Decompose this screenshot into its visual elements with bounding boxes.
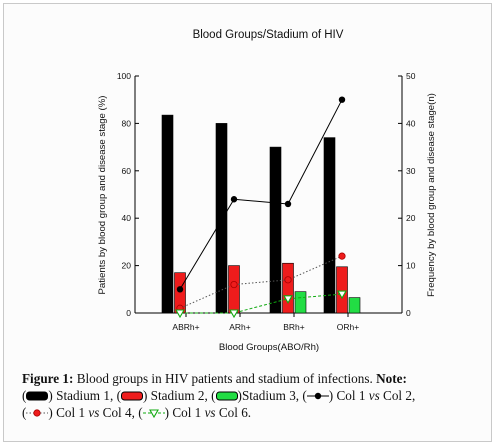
legend-label-stadium-3: Stadium 3, [241,388,300,403]
line-col-1-vs-col-2 [179,99,343,290]
y2-tick-label: 0 [406,308,411,318]
line-col-1-vs-col-6 [180,293,343,314]
x-axis-label: Blood Groups(ABO/Rh) [219,342,319,353]
bar-stadium-2 [336,266,348,314]
legend-swatch-col1-col6 [142,409,165,418]
legend-swatch-stadium-3 [215,391,238,401]
legend-item-stadium-1: () Stadium 1, [22,388,114,403]
point-col-1-vs-col-6 [283,295,293,304]
legend-label-col1-col4-a: Col 1 [56,405,86,420]
point-col-1-vs-col-6 [175,309,185,319]
chart-canvas: Blood Groups/Stadium of HIV Patients by … [97,29,437,353]
caption-label: Figure 1: [22,371,74,386]
point-col-1-vs-col-2 [338,96,346,103]
x-tick-label: BRh+ [283,322,305,332]
y2-tick-label: 30 [406,166,416,176]
bar-stadium-2 [228,265,240,314]
chart-title: Blood Groups/Stadium of HIV [193,29,344,41]
legend-swatch-stadium-1 [26,391,49,401]
x-tick-label: ARh+ [229,322,251,332]
y-tick-label: 0 [126,308,131,318]
bar-stadium-1 [215,123,228,314]
bar-stadium-2 [282,262,294,314]
legend-label-col1-col4-b: Col 4, [102,405,135,420]
legend-swatch-col1-col4 [26,409,49,417]
point-col-1-vs-col-6 [337,290,347,300]
y-tick-label: 20 [122,261,132,271]
bar-stadium-1 [323,137,336,314]
y2-axis-label: Frequency by blood group and disease sta… [426,93,437,297]
bar-stadium-1 [269,146,282,314]
y2-tick-label: 10 [406,261,416,271]
legend-label-stadium-2: Stadium 2, [150,388,208,403]
bar-stadium-1 [161,114,174,314]
legend-label-col1-col6-vs: vs [204,405,216,420]
legend-item-stadium-3: ()Stadium 3, [211,388,300,403]
y-tick-label: 80 [122,118,132,128]
legend-item-col1-col4: () Col 1 vs Col 4, [22,405,135,420]
legend-label-col1-col6-a: Col 1 [172,405,202,420]
point-col-1-vs-col-2 [284,200,292,208]
point-col-1-vs-col-2 [176,286,184,293]
caption-text: Blood groups in HIV patients and stadium… [76,371,373,386]
legend-label-col1-col2-a: Col 1 [336,388,366,403]
x-tick-label: ORh+ [337,322,359,332]
y-tick-label: 100 [117,71,131,81]
figure-caption: Figure 1: Blood groups in HIV patients a… [22,370,487,421]
legend-swatch-col1-col2 [306,392,329,400]
legend-label-col1-col4-vs: vs [88,405,100,420]
y-tick-label: 40 [122,213,132,223]
legend-item-stadium-2: () Stadium 2, [116,388,208,403]
x-tick-label: ABRh+ [172,322,199,332]
figure-frame: Blood Groups/Stadium of HIV Patients by … [3,3,492,442]
bar-stadium-3 [348,297,361,314]
point-col-1-vs-col-4 [284,276,292,284]
caption-note-label: Note: [376,371,407,386]
legend-item-col1-col2: () Col 1 vs Col 2, [302,388,416,403]
legend-label-stadium-1: Stadium 1, [56,388,114,403]
bar-stadium-3 [294,291,307,314]
y-axis-label: Patients by blood group and disease stag… [97,96,108,295]
point-col-1-vs-col-2 [230,196,238,203]
plot-area: 0 20 40 60 80 100 0 10 20 30 40 50 ABRh+ ARh+ BRh+ ORh+ [117,71,416,332]
legend-item-col1-col6: () Col 1 vs Col 6. [138,405,252,420]
y2-tick-label: 20 [406,213,416,223]
y2-tick-label: 50 [406,71,416,81]
y-tick-label: 60 [122,166,132,176]
point-col-1-vs-col-6 [229,309,239,319]
point-col-1-vs-col-4 [338,252,346,260]
legend-label-col1-col2-vs: vs [368,388,380,403]
legend-label-col1-col2-b: Col 2, [383,388,416,403]
line-col-1-vs-col-4 [179,255,343,309]
y2-tick-label: 40 [406,118,416,128]
point-col-1-vs-col-4 [230,280,238,289]
legend-label-col1-col6-b: Col 6. [218,405,252,420]
legend-swatch-stadium-2 [120,391,143,401]
